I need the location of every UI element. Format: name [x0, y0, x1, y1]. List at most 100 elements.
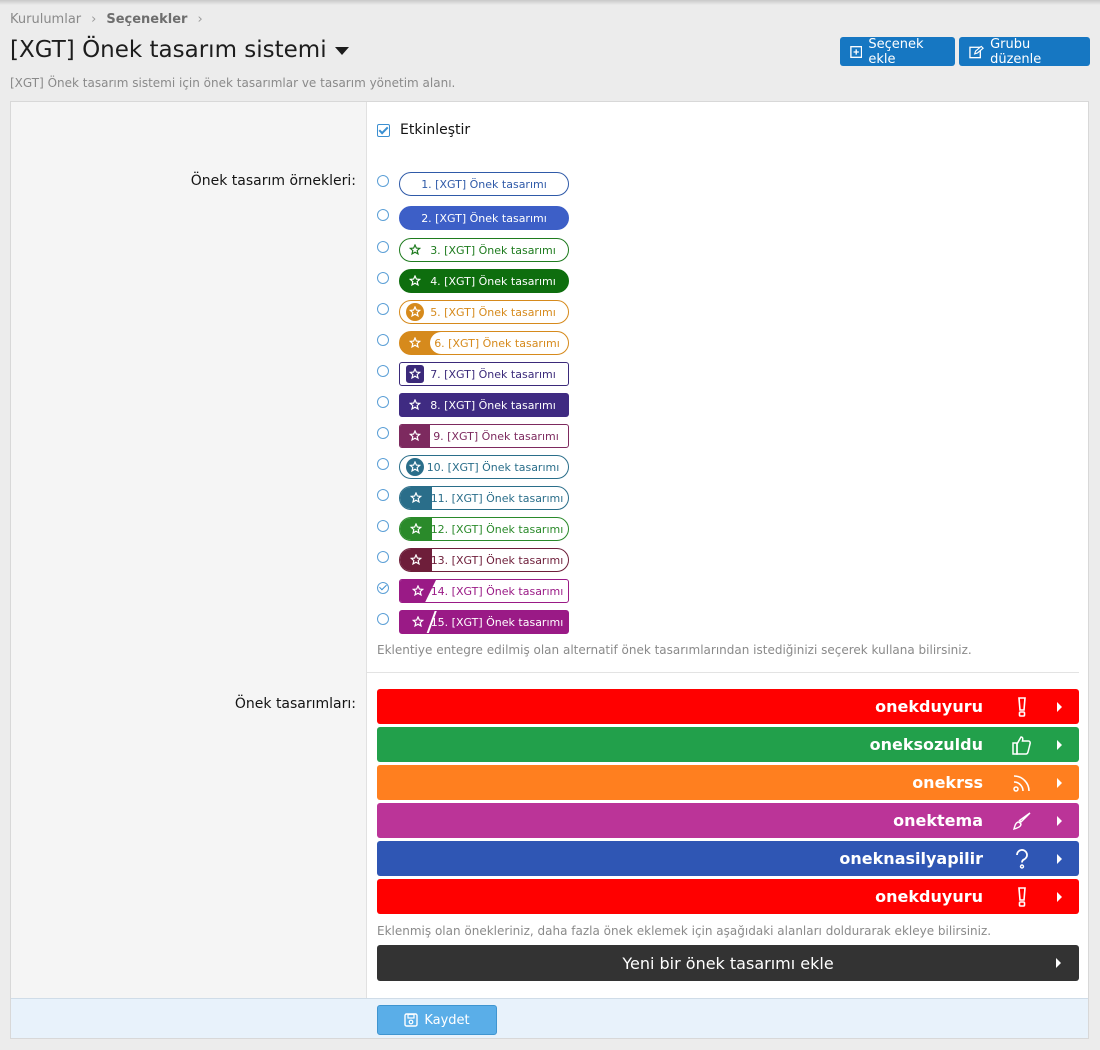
sample-pill[interactable]: 3. [XGT] Önek tasarımı: [399, 238, 569, 262]
design-name: onekduyuru: [875, 697, 983, 716]
sample-radio[interactable]: [377, 551, 389, 563]
sample-pill[interactable]: 14. [XGT] Önek tasarımı: [399, 579, 569, 603]
sample-pill-label: 10. [XGT] Önek tasarımı: [426, 460, 560, 474]
page-description: [XGT] Önek tasarım sistemi için önek tas…: [10, 76, 456, 90]
label-column: [11, 102, 367, 998]
add-option-button[interactable]: Seçenek ekle: [840, 36, 955, 67]
sample-pill-label: 7. [XGT] Önek tasarımı: [430, 367, 556, 381]
sample-pill[interactable]: 13. [XGT] Önek tasarımı: [399, 548, 569, 572]
samples-hint: Eklentiye entegre edilmiş olan alternati…: [377, 643, 972, 657]
sample-pill[interactable]: 15. [XGT] Önek tasarımı: [399, 610, 569, 634]
breadcrumb: Kurulumlar › Seçenekler ›: [10, 12, 213, 27]
form-footer: Kaydet: [11, 998, 1088, 1038]
star-icon: [400, 518, 432, 540]
divider: [367, 672, 1079, 673]
designs-label: Önek tasarımları:: [234, 696, 356, 712]
sample-pill[interactable]: 8. [XGT] Önek tasarımı: [399, 393, 569, 417]
sample-radio[interactable]: [377, 241, 389, 253]
page-title[interactable]: [XGT] Önek tasarım sistemi: [10, 37, 349, 63]
design-row-onekduyuru[interactable]: onekduyuru: [377, 879, 1079, 914]
star-icon: [400, 332, 430, 354]
design-row-oneknasilyapilir[interactable]: oneknasilyapilir: [377, 841, 1079, 876]
save-icon: [404, 1013, 419, 1027]
add-new-design-button[interactable]: Yeni bir önek tasarımı ekle: [377, 945, 1079, 981]
samples-label: Önek tasarım örnekleri:: [190, 173, 356, 189]
enable-checkbox[interactable]: Etkinleştir: [377, 122, 470, 138]
design-row-onektema[interactable]: onektema: [377, 803, 1079, 838]
sample-pill-label: 5. [XGT] Önek tasarımı: [430, 305, 556, 319]
sample-radio[interactable]: [377, 582, 389, 594]
sample-pill-label: 9. [XGT] Önek tasarımı: [433, 429, 559, 443]
caret-down-icon[interactable]: [334, 46, 349, 55]
design-row-onekduyuru[interactable]: onekduyuru: [377, 689, 1079, 724]
star-icon: [400, 456, 430, 478]
sample-radio[interactable]: [377, 458, 389, 470]
sample-radio[interactable]: [377, 520, 389, 532]
caret-right-icon[interactable]: [1057, 853, 1062, 864]
caret-right-icon[interactable]: [1057, 815, 1062, 826]
design-name: oneknasilyapilir: [839, 849, 983, 868]
sample-radio[interactable]: [377, 489, 389, 501]
star-icon: [400, 363, 430, 385]
sample-radio[interactable]: [377, 427, 389, 439]
sample-pill[interactable]: 9. [XGT] Önek tasarımı: [399, 424, 569, 448]
sample-radio[interactable]: [377, 175, 389, 187]
exclamation-icon: [1009, 696, 1035, 717]
sample-pill[interactable]: 5. [XGT] Önek tasarımı: [399, 300, 569, 324]
sample-pill[interactable]: 10. [XGT] Önek tasarımı: [399, 455, 569, 479]
sample-pill[interactable]: 1. [XGT] Önek tasarımı: [399, 172, 569, 196]
caret-right-icon[interactable]: [1057, 777, 1062, 788]
caret-right-icon: [1056, 958, 1061, 968]
question-icon: [1009, 848, 1035, 869]
sample-pill-label: 6. [XGT] Önek tasarımı: [434, 336, 560, 350]
star-icon: [400, 611, 436, 633]
sample-pill-label: 8. [XGT] Önek tasarımı: [430, 398, 556, 412]
sample-radio[interactable]: [377, 396, 389, 408]
sample-pill-label: 14. [XGT] Önek tasarımı: [430, 584, 564, 598]
sample-pill-label: 3. [XGT] Önek tasarımı: [430, 243, 556, 257]
checkbox-checked-icon[interactable]: [377, 123, 390, 137]
sample-radio[interactable]: [377, 613, 389, 625]
design-name: onekduyuru: [875, 887, 983, 906]
edit-group-button[interactable]: Grubu düzenle: [959, 37, 1090, 67]
star-icon: [400, 394, 430, 416]
star-icon: [400, 549, 432, 571]
sample-pill-label: 15. [XGT] Önek tasarımı: [430, 615, 564, 629]
breadcrumb-item-secenekler[interactable]: Seçenekler: [106, 12, 188, 27]
sample-radio[interactable]: [377, 365, 389, 377]
half-fill: [430, 332, 568, 354]
design-name: oneksozuldu: [869, 735, 983, 754]
sample-pill[interactable]: 12. [XGT] Önek tasarımı: [399, 517, 569, 541]
chevron-right-icon: ›: [91, 12, 97, 27]
star-icon: [400, 239, 430, 261]
exclamation-icon: [1009, 886, 1035, 907]
sample-pill[interactable]: 11. [XGT] Önek tasarımı: [399, 486, 569, 510]
options-panel: Etkinleştir Önek tasarım örnekleri: 1. […: [10, 101, 1089, 1039]
star-icon: [400, 580, 436, 602]
sample-pill[interactable]: 6. [XGT] Önek tasarımı: [399, 331, 569, 355]
sample-pill[interactable]: 4. [XGT] Önek tasarımı: [399, 269, 569, 293]
design-name: onektema: [893, 811, 983, 830]
sample-radio[interactable]: [377, 272, 389, 284]
sample-pill-label: 4. [XGT] Önek tasarımı: [430, 274, 556, 288]
sample-pill-label: 11. [XGT] Önek tasarımı: [430, 491, 564, 505]
design-row-oneksozuldu[interactable]: oneksozuldu: [377, 727, 1079, 762]
sample-pill-label: 12. [XGT] Önek tasarımı: [430, 522, 564, 536]
caret-right-icon[interactable]: [1057, 701, 1062, 712]
sample-radio[interactable]: [377, 334, 389, 346]
sample-pill[interactable]: 2. [XGT] Önek tasarımı: [399, 206, 569, 230]
sample-pill[interactable]: 7. [XGT] Önek tasarımı: [399, 362, 569, 386]
design-row-onekrss[interactable]: onekrss: [377, 765, 1079, 800]
plus-square-icon: [850, 45, 863, 58]
caret-right-icon[interactable]: [1057, 739, 1062, 750]
sample-radio[interactable]: [377, 303, 389, 315]
page-title-text: [XGT] Önek tasarım sistemi: [10, 37, 327, 63]
add-option-label: Seçenek ekle: [868, 36, 924, 67]
caret-right-icon[interactable]: [1057, 891, 1062, 902]
sample-radio[interactable]: [377, 209, 389, 221]
sample-pill-label: 13. [XGT] Önek tasarımı: [430, 553, 564, 567]
star-icon: [400, 270, 430, 292]
star-icon: [400, 487, 432, 509]
breadcrumb-item-kurulumlar[interactable]: Kurulumlar: [10, 12, 82, 27]
save-button[interactable]: Kaydet: [377, 1005, 497, 1035]
